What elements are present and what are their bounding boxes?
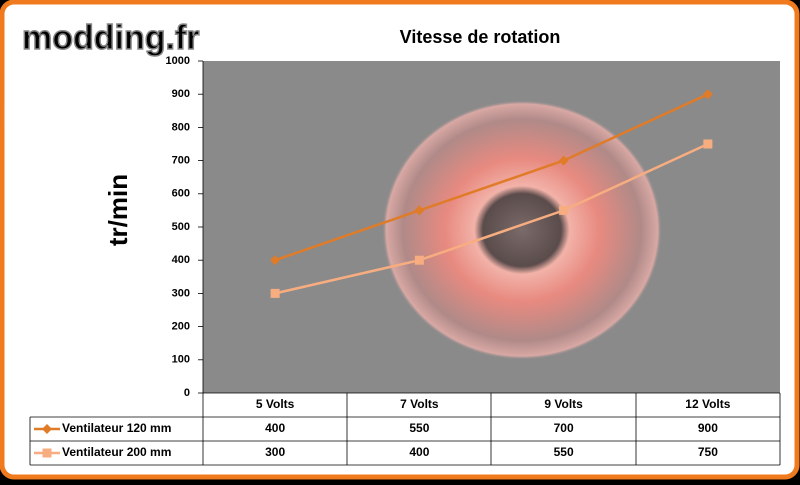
- x-tick-label: 12 Volts: [685, 397, 730, 411]
- y-tick-label: 900: [172, 88, 190, 100]
- marker: [270, 255, 281, 266]
- marker: [270, 288, 280, 298]
- marker: [703, 139, 713, 149]
- y-tick-label: 500: [172, 221, 190, 233]
- x-tick-label: 9 Volts: [544, 397, 583, 411]
- watermark: modding.fr: [22, 19, 200, 57]
- fan-image: [382, 100, 662, 360]
- series-line: [274, 142, 709, 295]
- y-tick-label: 300: [172, 287, 190, 299]
- y-axis-label: tr/min: [103, 174, 133, 246]
- table-value: 400: [409, 445, 429, 459]
- table-value: 400: [265, 421, 285, 435]
- legend-label: Ventilateur 120 mm: [62, 421, 171, 435]
- marker: [414, 205, 425, 216]
- table-value: 550: [554, 445, 574, 459]
- marker: [558, 155, 569, 166]
- table-value: 550: [409, 421, 429, 435]
- y-tick-label: 800: [172, 121, 190, 133]
- x-tick-label: 7 Volts: [400, 397, 439, 411]
- legend-key-marker: [42, 424, 52, 434]
- table-value: 900: [698, 421, 718, 435]
- marker: [414, 255, 424, 265]
- y-tick-label: 400: [172, 254, 190, 266]
- legend-key-marker: [42, 448, 52, 458]
- table-value: 300: [265, 445, 285, 459]
- table-value: 700: [554, 421, 574, 435]
- series-line: [274, 93, 709, 262]
- y-tick-label: 700: [172, 155, 190, 167]
- y-tick-label: 200: [172, 321, 190, 333]
- y-tick-label: 0: [184, 387, 190, 399]
- data-table: [29, 61, 781, 466]
- table-value: 750: [698, 445, 718, 459]
- x-tick-label: 5 Volts: [256, 397, 295, 411]
- chart-title: Vitesse de rotation: [400, 27, 561, 47]
- marker: [702, 89, 713, 100]
- legend-label: Ventilateur 200 mm: [62, 445, 171, 459]
- y-tick-label: 600: [172, 188, 190, 200]
- y-tick-label: 100: [172, 354, 190, 366]
- marker: [559, 205, 569, 215]
- y-tick-label: 1000: [166, 55, 190, 67]
